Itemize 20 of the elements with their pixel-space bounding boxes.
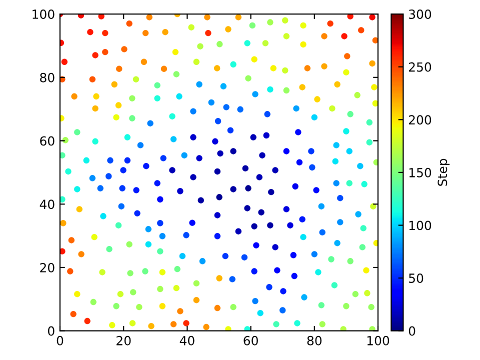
color-bar-label: 250: [408, 62, 432, 72]
y-tick-label: 0: [48, 326, 54, 336]
y-tick-label: 20: [40, 262, 54, 272]
y-tick-label: 60: [40, 136, 54, 146]
y-tick-label: 80: [40, 72, 54, 82]
x-tick-label: 60: [244, 336, 258, 346]
y-tick-label: 40: [40, 200, 54, 210]
color-bar-title: Step: [438, 158, 450, 186]
x-tick-label: 0: [56, 336, 64, 346]
color-bar-label: 150: [409, 168, 432, 178]
color-bar-label: 100: [409, 220, 432, 230]
color-bar-label: 50: [409, 274, 424, 283]
x-tick-label: 20: [116, 336, 131, 346]
x-tick-label: 40: [180, 336, 194, 346]
x-tick-label: 80: [307, 336, 322, 346]
x-tick-label: 100: [367, 336, 390, 346]
y-tick-label: 100: [32, 10, 54, 19]
color-bar-label: 200: [408, 115, 432, 125]
color-bar-label: 0: [408, 326, 416, 336]
color-bar-label: 300: [409, 10, 432, 19]
